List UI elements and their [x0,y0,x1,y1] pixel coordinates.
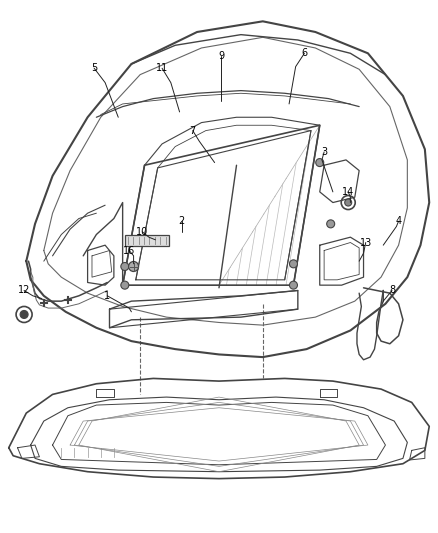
Text: 5: 5 [91,63,97,73]
Text: 12: 12 [18,286,30,295]
Text: 2: 2 [179,216,185,226]
Circle shape [290,281,297,289]
Circle shape [129,262,138,271]
Text: 13: 13 [360,238,372,247]
Circle shape [345,199,352,206]
Circle shape [121,262,129,271]
Text: 9: 9 [218,51,224,61]
Text: 8: 8 [389,286,395,295]
Text: 6: 6 [301,49,307,58]
Circle shape [316,158,324,167]
Text: 1: 1 [104,291,110,301]
Circle shape [121,281,129,289]
Text: 14: 14 [342,187,354,197]
Bar [125,235,169,246]
Circle shape [290,260,297,268]
Text: 4: 4 [396,216,402,226]
Text: 3: 3 [321,147,327,157]
Text: 10: 10 [136,227,148,237]
Circle shape [327,220,335,228]
Text: 11: 11 [156,63,168,73]
Text: 7: 7 [190,126,196,135]
Circle shape [20,310,28,319]
Text: 16: 16 [123,246,135,255]
